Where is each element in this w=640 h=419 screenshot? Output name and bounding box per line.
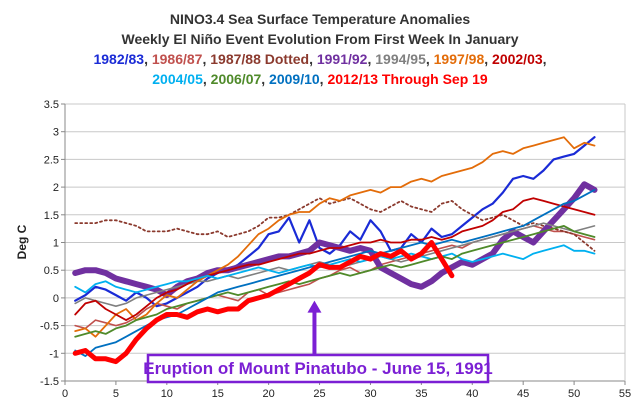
x-tick-label: 40 xyxy=(466,388,478,400)
x-tick-label: 55 xyxy=(619,388,631,400)
legend-entry: 2009/10 xyxy=(269,71,320,87)
x-tick-label: 20 xyxy=(263,388,275,400)
y-tick-label: 2.5 xyxy=(44,154,59,166)
legend-entry: 2002/03 xyxy=(492,51,543,67)
y-tick-label: -0.5 xyxy=(40,321,59,333)
series-line-2004-05 xyxy=(74,244,596,294)
legend-entry: , xyxy=(309,51,317,67)
series-lines xyxy=(72,136,598,365)
series-line-1987-88 xyxy=(74,197,596,252)
x-tick-label: 30 xyxy=(364,388,376,400)
legend-entry: 1982/83 xyxy=(93,51,144,67)
x-tick-label: 15 xyxy=(212,388,224,400)
y-tick-label: 0 xyxy=(53,293,59,305)
series-line-1991-92 xyxy=(72,181,598,299)
legend-entry: 1997/98 xyxy=(434,51,485,67)
y-tick-label: -1 xyxy=(49,348,59,360)
legend-entry: 2012/13 Through Sep 19 xyxy=(327,71,487,87)
x-tick-label: 25 xyxy=(313,388,325,400)
legend-line-1: 1982/83, 1986/87, 1987/88 Dotted, 1991/9… xyxy=(93,51,546,67)
legend-entry: , xyxy=(426,51,434,67)
chart-title-line-1: NINO3.4 Sea Surface Temperature Anomalie… xyxy=(170,11,471,27)
legend-entry: , xyxy=(261,71,269,87)
legend-entry: , xyxy=(144,51,152,67)
y-tick-label: 3 xyxy=(53,127,59,139)
legend-line-2: 2004/05, 2006/07, 2009/10, 2012/13 Throu… xyxy=(152,71,488,87)
gridlines xyxy=(65,103,625,382)
series-line-1997-98 xyxy=(74,136,596,338)
legend-entry: 1991/92 xyxy=(317,51,368,67)
series-line-2006-07 xyxy=(74,224,596,338)
y-tick-label: 2 xyxy=(53,182,59,194)
legend-entry: , xyxy=(202,51,210,67)
legend-entry: , xyxy=(484,51,492,67)
legend-entry: 1987/88 Dotted xyxy=(210,51,309,67)
legend-entry: , xyxy=(543,51,547,67)
x-tick-label: 50 xyxy=(568,388,580,400)
y-axis-label: Deg C xyxy=(15,224,29,259)
x-tick-label: 10 xyxy=(161,388,173,400)
annotation-arrow-head xyxy=(307,300,322,313)
y-tick-label: 1.5 xyxy=(44,210,59,222)
legend-entry: 1986/87 xyxy=(152,51,203,67)
annotation-box xyxy=(146,353,490,384)
annotation: Eruption of Mount Pinatubo - June 15, 19… xyxy=(143,300,493,384)
series-line-2002-03 xyxy=(74,197,596,322)
x-tick-label: 5 xyxy=(113,388,119,400)
y-tick-label: 3.5 xyxy=(44,99,59,111)
legend-entry: , xyxy=(367,51,375,67)
chart-title-line-2: Weekly El Niño Event Evolution From Firs… xyxy=(121,31,518,47)
legend-entry: 2006/07 xyxy=(211,71,262,87)
y-tick-label: -1.5 xyxy=(40,376,59,388)
legend-entry: 1994/95 xyxy=(375,51,426,67)
legend-entry: , xyxy=(203,71,211,87)
annotation-text: Eruption of Mount Pinatubo - June 15, 19… xyxy=(143,359,492,378)
legend-entry: , xyxy=(320,71,328,87)
y-tick-label: 1 xyxy=(53,238,59,250)
series-line-2012-13 xyxy=(72,240,455,365)
x-tick-label: 0 xyxy=(62,388,68,400)
x-tick-label: 35 xyxy=(415,388,427,400)
x-tick-label: 45 xyxy=(517,388,529,400)
legend-entry: 2004/05 xyxy=(152,71,203,87)
y-tick-label: 0.5 xyxy=(44,265,59,277)
